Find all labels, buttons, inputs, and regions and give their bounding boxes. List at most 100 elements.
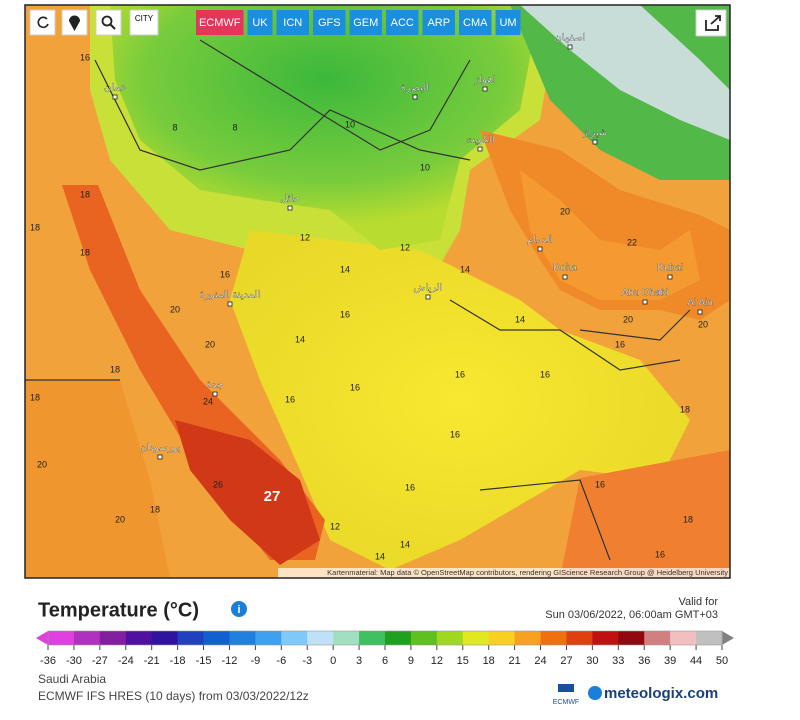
model-button[interactable] <box>495 10 521 35</box>
valid-time: Sun 03/06/2022, 06:00am GMT+03 <box>545 609 718 621</box>
model-label: GEM <box>353 17 378 29</box>
colorbar-segment <box>670 631 697 645</box>
city-marker <box>477 146 483 152</box>
model-button[interactable] <box>247 10 273 35</box>
temperature-label: 12 <box>330 521 340 531</box>
refresh-button[interactable] <box>29 9 56 36</box>
temperature-label: 8 <box>232 122 237 132</box>
temperature-label: 18 <box>80 189 90 199</box>
colorbar-label: -24 <box>118 655 134 667</box>
zoom-icon <box>109 23 116 30</box>
city-label: Abu Dhabi <box>622 288 669 299</box>
colorbar-label: 27 <box>560 655 572 667</box>
valid-label: Valid for <box>678 596 718 608</box>
temperature-label: 20 <box>115 514 125 524</box>
city-label: Dubai <box>657 263 683 274</box>
temperature-label: 16 <box>405 482 415 492</box>
colorbar-label: -12 <box>222 655 238 667</box>
temperature-label: 18 <box>80 247 90 257</box>
colorbar-end <box>36 631 48 645</box>
temperature-label: 18 <box>683 514 693 524</box>
colorbar-segment <box>696 631 723 645</box>
colorbar-segment <box>592 631 619 645</box>
model-button[interactable] <box>386 10 419 35</box>
city-label: اهواز <box>474 75 496 86</box>
city-label: بورسودان <box>140 443 181 454</box>
temperature-label: 18 <box>110 364 120 374</box>
map <box>25 5 730 578</box>
colorbar-label: 24 <box>534 655 546 667</box>
temperature-label: 20 <box>170 304 180 314</box>
colorbar-frame <box>47 630 723 646</box>
city-label: جدة <box>207 380 224 391</box>
temperature-label: 16 <box>595 479 605 489</box>
model-label: UK <box>252 17 268 29</box>
city-marker <box>227 301 233 307</box>
temperature-label: 16 <box>80 52 90 62</box>
city-label: البصرة <box>401 83 429 94</box>
temperature-label: 24 <box>203 396 213 406</box>
city-label: الدمام <box>527 235 553 246</box>
model-button[interactable] <box>459 10 492 35</box>
model-label: CMA <box>463 17 488 29</box>
info-button[interactable] <box>231 601 247 617</box>
colorbar-label: 39 <box>664 655 676 667</box>
ecmwf-logo <box>558 684 574 692</box>
model-button[interactable] <box>196 10 244 35</box>
colorbar-segment <box>618 631 645 645</box>
temperature-label: 12 <box>400 242 410 252</box>
temperature-label: 12 <box>300 232 310 242</box>
colorbar-segment <box>410 631 438 645</box>
temperature-label: 14 <box>460 264 470 274</box>
model-button[interactable] <box>313 10 346 35</box>
colorbar-label: -36 <box>40 655 56 667</box>
colorbar-label: -6 <box>276 655 286 667</box>
temperature-label: 16 <box>340 309 350 319</box>
model-run: ECMWF IFS HRES (10 days) from 03/03/2022… <box>38 689 309 703</box>
city-button[interactable] <box>129 9 159 36</box>
city-marker <box>482 86 488 92</box>
temperature-label: 14 <box>375 551 385 561</box>
city-marker <box>642 299 648 305</box>
city-label: شيراز <box>582 128 608 139</box>
zoom-button[interactable] <box>95 9 122 36</box>
model-button[interactable] <box>349 10 383 35</box>
temperature-label: 20 <box>698 319 708 329</box>
region: Saudi Arabia <box>38 672 106 686</box>
model-label: ARP <box>427 17 450 29</box>
ecmwf-logo-text: ECMWF <box>553 699 579 706</box>
colorbar-label: -15 <box>196 655 212 667</box>
model-button[interactable] <box>422 10 456 35</box>
temperature-label: 10 <box>345 119 355 129</box>
map-attribution: Kartenmaterial: Map data © OpenStreetMap… <box>327 568 728 577</box>
model-label: UM <box>499 17 516 29</box>
info-icon: i <box>237 604 240 616</box>
model-button[interactable] <box>276 10 310 35</box>
city-marker <box>592 139 598 145</box>
legend-title: Temperature (°C) <box>38 599 199 621</box>
colorbar-segment <box>385 631 412 645</box>
city-label: حائل <box>280 194 300 205</box>
temperature-label: 14 <box>340 264 350 274</box>
colorbar-label: -30 <box>66 655 82 667</box>
city-marker <box>212 391 218 397</box>
colorbar-segment <box>333 631 360 645</box>
temperature-label: 10 <box>420 162 430 172</box>
city-label: Al Ain <box>687 298 713 309</box>
city-marker <box>425 294 431 300</box>
toolbar: CITY <box>29 9 727 37</box>
colorbar-label: 36 <box>638 655 650 667</box>
map-frame <box>24 4 731 579</box>
colorbar-label: 15 <box>457 655 469 667</box>
temperature-label: 26 <box>213 479 223 489</box>
colorbar-label: 0 <box>330 655 336 667</box>
temperature-label: 27 <box>264 488 281 505</box>
temperature-label: 16 <box>285 394 295 404</box>
temperature-label: 14 <box>515 314 525 324</box>
colorbar-segment <box>48 631 75 645</box>
colorbar-label: 50 <box>716 655 728 667</box>
city-label: المدينة المنورة <box>200 290 261 301</box>
temperature-label: 18 <box>30 222 40 232</box>
temperature-label: 18 <box>150 504 160 514</box>
